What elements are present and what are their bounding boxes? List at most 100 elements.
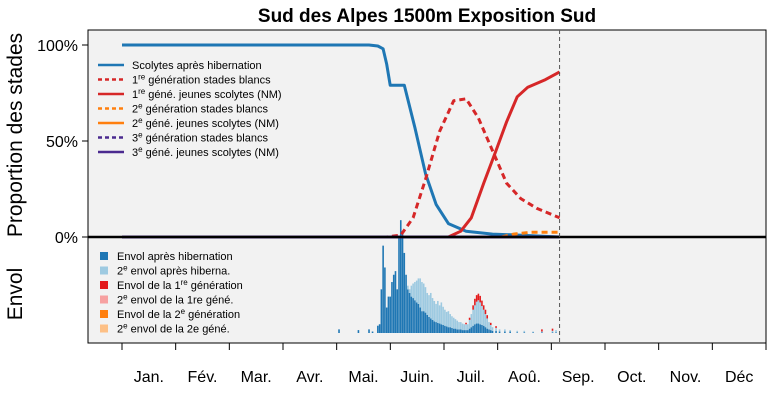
envol-gen1-bar-12 [495, 326, 497, 328]
envol-bar-first-55 [467, 330, 469, 333]
envol-bar-first-44 [447, 327, 450, 333]
envol-bar-first-30 [422, 311, 425, 333]
envol-bar-first-1 [357, 330, 360, 333]
envol-legend-swatch-5 [100, 324, 108, 333]
envol-bar-first-36 [433, 321, 436, 333]
envol-bar-first-46 [451, 327, 453, 333]
legend-label-1: 1re génération stades blancs [132, 73, 271, 87]
envol-bar-first-31 [424, 312, 427, 333]
envol-bar-first-23 [410, 296, 413, 333]
envol-bar-first-75 [523, 332, 526, 333]
envol-bar-first-67 [488, 329, 490, 333]
envol-bar-first-69 [491, 330, 494, 333]
envol-legend-label-2: Envol de la 1re génération [117, 278, 243, 292]
envol-bar-second-40 [440, 302, 443, 325]
envol-bar-second-53 [463, 324, 466, 331]
envol-bar-first-4 [377, 325, 379, 333]
envol-bar-first-62 [479, 324, 481, 333]
envol-bar-first-57 [470, 327, 473, 333]
envol-bar-second-29 [421, 282, 423, 312]
envol-bar-first-15 [396, 289, 399, 333]
envol-bar-second-64 [482, 309, 485, 326]
envol-bar-second-43 [445, 311, 448, 327]
envol-bar-second-55 [467, 324, 469, 331]
envol-bar-second-49 [456, 320, 459, 330]
envol-bar-second-74 [516, 330, 519, 333]
envol-bar-second-21 [407, 285, 409, 290]
envol-bar-second-27 [417, 278, 420, 304]
envol-bar-second-66 [486, 318, 489, 329]
envol-bar-second-37 [435, 303, 437, 323]
envol-bar-first-22 [408, 292, 411, 333]
envol-gen1-bar-7 [481, 300, 483, 307]
envol-bar-second-39 [438, 305, 441, 324]
envol-bar-first-54 [465, 330, 467, 333]
envol-bar-second-26 [415, 280, 418, 303]
envol-bar-first-45 [449, 327, 451, 333]
envol-bar-first-40 [440, 324, 443, 333]
envol-gen1-bar-1 [468, 317, 471, 320]
envol-bar-second-61 [477, 300, 480, 324]
envol-bar-first-18 [401, 231, 404, 333]
envol-bar-first-74 [516, 332, 519, 333]
envol-bar-first-9 [385, 307, 388, 333]
envol-legend-label-5: 2e envol de la 2e géné. [117, 322, 230, 336]
month-label-7: Aoû. [508, 369, 541, 386]
envol-bar-first-33 [428, 316, 430, 333]
envol-bar-first-60 [475, 323, 478, 333]
envol-bar-first-7 [382, 245, 384, 333]
envol-bar-second-33 [428, 295, 430, 317]
envol-bar-second-28 [419, 278, 421, 308]
envol-bar-second-45 [449, 314, 451, 328]
envol-gen1-bar-11 [489, 322, 492, 325]
envol-bar-first-38 [437, 322, 439, 333]
envol-bars [338, 220, 557, 333]
month-ticks: Jan. Fév. Mar. Avr. Mai. Juin. Juil. Aoû. Sep. Oc… [121, 343, 767, 386]
y-tick-100: 100% [37, 38, 78, 55]
legend-label-3: 2e génération stades blancs [132, 102, 268, 116]
envol-bar-first-51 [459, 329, 462, 333]
envol-bar-first-73 [509, 331, 511, 333]
envol-bar-first-70 [495, 330, 497, 333]
series-line-2 [122, 70, 561, 239]
envol-bar-second-65 [484, 314, 487, 328]
envol-bar-second-50 [458, 322, 460, 330]
legend-label-0: Scolytes après hibernation [132, 60, 262, 72]
envol-bar-second-63 [481, 306, 483, 325]
envol-bar-first-27 [417, 303, 420, 333]
envol-bar-first-68 [489, 330, 492, 333]
envol-bar-first-78 [551, 332, 554, 333]
envol-bar-first-56 [468, 328, 471, 333]
envol-bar-first-63 [481, 324, 483, 333]
envol-bar-second-56 [468, 319, 471, 329]
y-axis-label: Proportion des stades [4, 33, 27, 237]
envol-bar-first-66 [486, 328, 489, 333]
envol-bar-first-53 [463, 330, 466, 333]
envol-bar-second-46 [451, 316, 453, 328]
envol-bar-first-34 [429, 318, 432, 333]
envol-bar-second-23 [410, 285, 413, 297]
envol-bar-first-35 [431, 319, 434, 333]
envol-bar-first-8 [384, 267, 386, 333]
envol-bar-first-48 [454, 328, 457, 333]
y-tick-50: 50% [46, 134, 78, 151]
envol-gen1-bar-9 [484, 309, 487, 315]
envol-bar-first-10 [387, 296, 390, 333]
month-label-0: Jan. [134, 369, 164, 386]
envol-bar-first-39 [438, 323, 441, 333]
envol-bar-first-43 [445, 326, 448, 333]
envol-bar-first-3 [371, 331, 374, 333]
envol-bar-second-68 [489, 324, 492, 331]
envol-gen1-bar-8 [482, 305, 485, 310]
envol-bar-first-6 [380, 289, 383, 333]
envol-bar-second-72 [504, 329, 506, 332]
envol-legend-swatch-1 [100, 266, 108, 275]
envol-bar-first-21 [407, 289, 409, 333]
envol-legend-swatch-3 [100, 295, 108, 304]
envol-bar-first-2 [368, 329, 370, 333]
envol-bar-first-65 [484, 327, 487, 333]
envol-gen1-bar-0 [465, 322, 467, 325]
envol-bar-first-29 [421, 311, 423, 333]
envol-bar-first-26 [415, 302, 418, 333]
month-label-10: Nov. [670, 369, 702, 386]
